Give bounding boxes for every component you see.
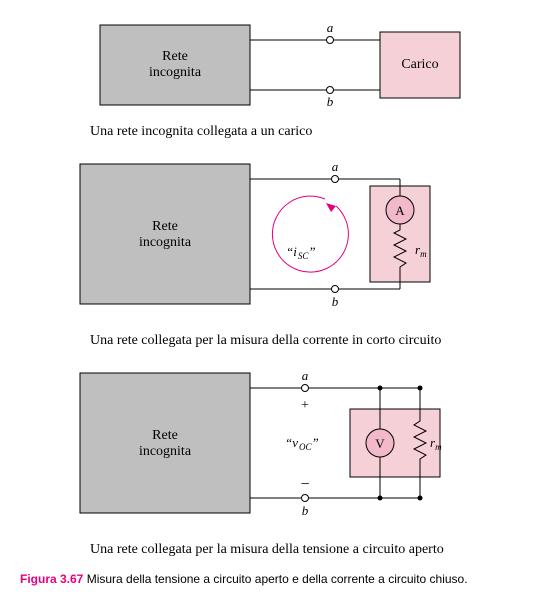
p2-term-a: a — [332, 159, 339, 174]
p2-term-b: b — [332, 294, 339, 309]
panel2-svg: Rete incognita a b “iSC” A rm — [70, 154, 530, 329]
p3-caption: Una rete collegata per la misura della t… — [90, 542, 560, 558]
figure-label: Figura 3.67 — [20, 572, 83, 586]
p1-load: Carico — [401, 57, 438, 72]
p2-box-l1: Rete — [152, 219, 178, 234]
panel3-svg: Rete incognita a b + − “vOC” V rm — [70, 363, 530, 538]
p3-term-b: b — [302, 503, 309, 518]
p3-voc-q: “v — [285, 435, 298, 450]
p3-rm-sub: m — [435, 442, 442, 452]
p3-plus: + — [301, 398, 309, 413]
p3-box-l2: incognita — [139, 444, 192, 459]
p1-term-a: a — [327, 20, 334, 35]
p2-isc-q: “i — [286, 244, 297, 259]
svg-text:“vOC”: “vOC” — [285, 435, 319, 452]
p2-rm-sub: m — [420, 249, 427, 259]
p3-term-a: a — [302, 368, 309, 383]
p3-minus: − — [300, 476, 309, 493]
figure-caption: Figura 3.67 Misura della tensione a circ… — [20, 572, 560, 586]
panel1-svg: Rete incognita a b Carico — [70, 10, 510, 120]
p3-box-l1: Rete — [152, 428, 178, 443]
p2-caption: Una rete collegata per la misura della c… — [90, 333, 560, 349]
p3-voc-sub: OC — [299, 442, 312, 452]
svg-text:“iSC”: “iSC” — [286, 244, 316, 261]
p1-term-b: b — [327, 94, 334, 109]
p1-box-l2: incognita — [149, 65, 202, 80]
p1-box-l1: Rete — [162, 49, 188, 64]
p2-isc-c: ” — [308, 244, 315, 259]
p2-ammeter: A — [395, 203, 405, 218]
p1-caption: Una rete incognita collegata a un carico — [90, 124, 560, 140]
p3-voltmeter: V — [375, 436, 385, 451]
p3-voc-c: ” — [312, 435, 319, 450]
p2-box-l2: incognita — [139, 235, 192, 250]
figure-text: Misura della tensione a circuito aperto … — [83, 572, 467, 586]
